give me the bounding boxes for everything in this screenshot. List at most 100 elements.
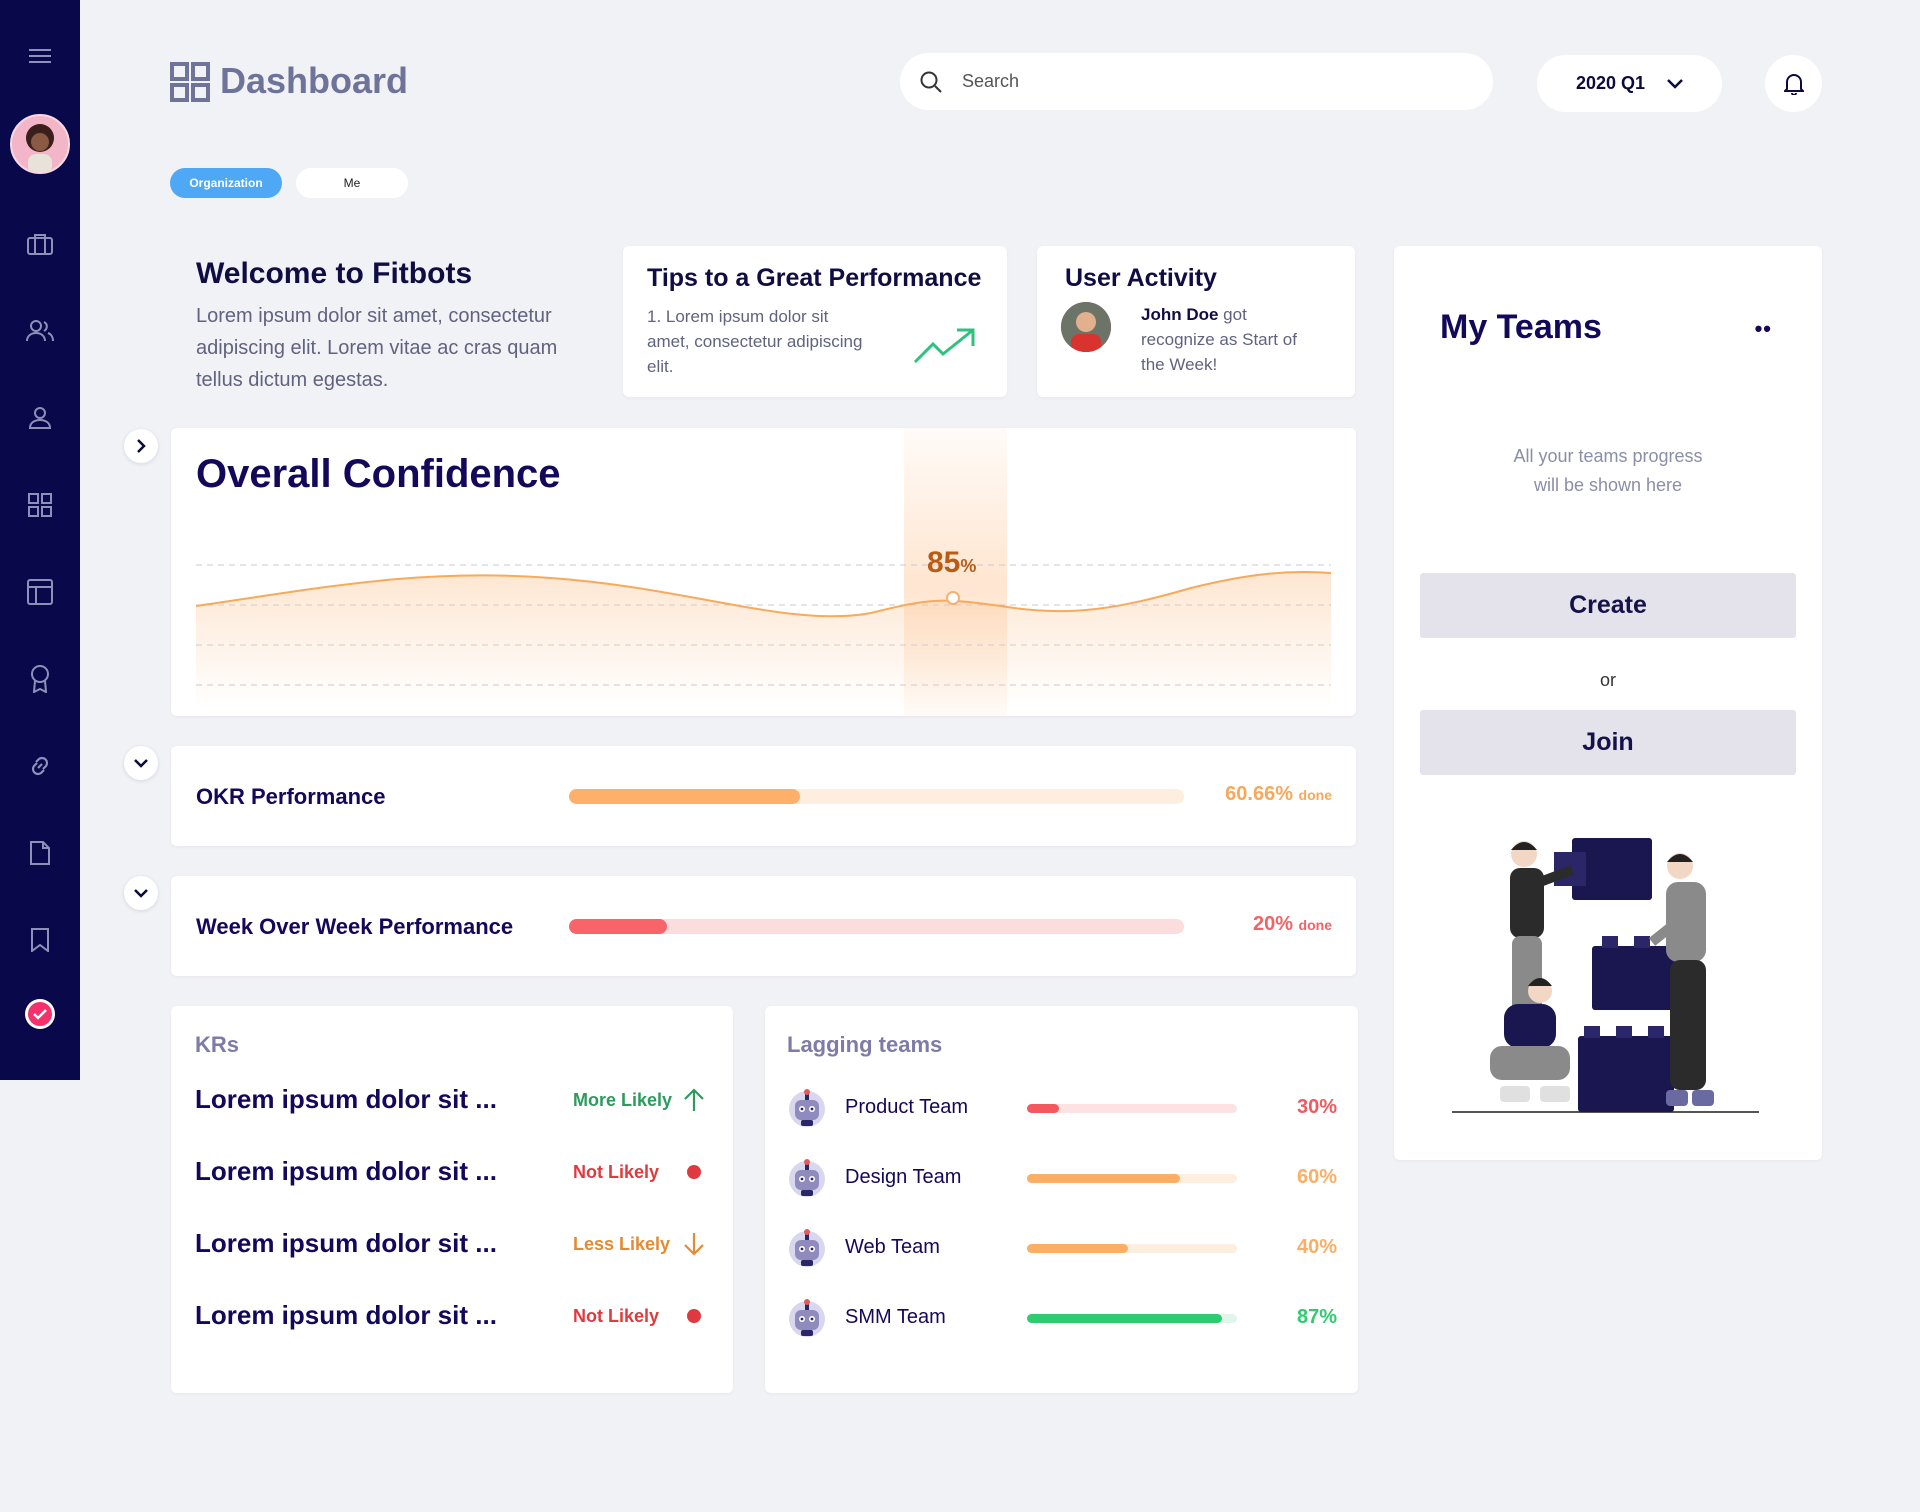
period-value: 2020 Q1 xyxy=(1575,73,1646,93)
welcome-title: Welcome to Fitbots xyxy=(196,257,473,290)
layout-icon[interactable] xyxy=(24,576,56,608)
dot-icon xyxy=(683,1160,705,1189)
okr-expander[interactable] xyxy=(124,746,158,780)
kr-status: More Likely xyxy=(573,1090,673,1110)
avatar[interactable] xyxy=(10,114,70,174)
okr-suffix: done xyxy=(1298,787,1332,803)
dashboard-logo-icon xyxy=(170,62,210,102)
okr-label: OKR Performance xyxy=(196,784,386,809)
wow-expander[interactable] xyxy=(124,876,158,910)
team-percent: 40% xyxy=(1296,1236,1337,1258)
create-team-button[interactable]: Create xyxy=(1420,573,1796,638)
okr-percent: 60.66% xyxy=(1225,783,1293,805)
award-icon[interactable] xyxy=(24,663,56,695)
wow-percent: 20% xyxy=(1252,913,1293,935)
grid-icon[interactable] xyxy=(24,489,56,521)
welcome-text: Lorem ipsum dolor sit amet, consectetur … xyxy=(196,305,558,391)
user-activity-name: John Doe xyxy=(1141,305,1219,324)
user-activity-message: got recognize as Start of the Week! xyxy=(1141,305,1297,374)
period-select[interactable]: 2020 Q1 xyxy=(1537,55,1722,112)
teams-empty-text: All your teams progress will be shown he… xyxy=(1513,446,1703,495)
tips-title: Tips to a Great Performance xyxy=(647,264,982,292)
team-row[interactable]: SMM Team 87% xyxy=(787,1296,1337,1340)
more-options-button[interactable]: •• xyxy=(1754,316,1772,341)
kr-row[interactable]: Lorem ipsum dolor sit ... Not Likely xyxy=(195,1296,715,1336)
robot-avatar-icon xyxy=(789,1159,825,1197)
confidence-unit: % xyxy=(960,556,977,576)
chevron-down-icon xyxy=(134,889,148,898)
kr-row[interactable]: Lorem ipsum dolor sit ... Not Likely xyxy=(195,1152,715,1192)
wow-value: 20% done xyxy=(1253,913,1332,936)
team-building-illustration xyxy=(1452,838,1759,1113)
sidebar xyxy=(0,0,80,1080)
lagging-teams-card: Lagging teams Product Team 30% Design Te… xyxy=(765,1006,1358,1393)
bookmark-icon[interactable] xyxy=(24,924,56,956)
kr-title: Lorem ipsum dolor sit ... xyxy=(195,1084,497,1114)
confidence-expander[interactable] xyxy=(124,429,158,463)
file-icon[interactable] xyxy=(24,837,56,869)
search-bar[interactable] xyxy=(900,53,1493,110)
kr-title: Lorem ipsum dolor sit ... xyxy=(195,1300,497,1330)
organization-toggle[interactable]: Organization xyxy=(170,168,282,198)
robot-avatar-icon xyxy=(789,1229,825,1267)
my-teams-title: My Teams xyxy=(1440,308,1602,346)
dot-icon xyxy=(683,1304,705,1333)
okr-progress-fill xyxy=(569,789,800,804)
kr-row[interactable]: Lorem ipsum dolor sit ... Less Likely xyxy=(195,1224,715,1264)
my-teams-card: My Teams •• All your teams progress will… xyxy=(1394,246,1822,1160)
kr-title: Lorem ipsum dolor sit ... xyxy=(195,1228,497,1258)
team-progress-fill xyxy=(1027,1104,1059,1113)
team-name: Design Team xyxy=(845,1166,962,1188)
team-progress-track xyxy=(1027,1174,1237,1183)
trending-up-icon xyxy=(913,328,975,364)
krs-card: KRs Lorem ipsum dolor sit ... More Likel… xyxy=(171,1006,733,1393)
or-label: or xyxy=(1599,670,1616,690)
wow-performance-card: Week Over Week Performance 20% done xyxy=(171,876,1356,976)
page-title: Dashboard xyxy=(220,60,409,101)
krs-title: KRs xyxy=(195,1032,240,1057)
wow-label: Week Over Week Performance xyxy=(196,914,514,939)
team-row[interactable]: Design Team 60% xyxy=(787,1156,1337,1200)
user-icon[interactable] xyxy=(24,402,56,434)
team-row[interactable]: Product Team 30% xyxy=(787,1086,1337,1130)
chevron-right-icon xyxy=(137,439,146,453)
team-name: SMM Team xyxy=(845,1306,946,1328)
okr-performance-card: OKR Performance 60.66% done xyxy=(171,746,1356,846)
notifications-button[interactable] xyxy=(1765,55,1822,112)
link-icon[interactable] xyxy=(24,750,56,782)
team-progress-fill xyxy=(1027,1174,1181,1183)
bell-icon xyxy=(1783,73,1804,95)
kr-row[interactable]: Lorem ipsum dolor sit ... More Likely xyxy=(195,1080,715,1120)
kr-status: Not Likely xyxy=(573,1162,660,1182)
tips-text: 1. Lorem ipsum dolor sit amet, consectet… xyxy=(647,307,863,376)
check-circle-icon[interactable] xyxy=(24,998,56,1030)
team-percent: 87% xyxy=(1296,1306,1337,1328)
kr-title: Lorem ipsum dolor sit ... xyxy=(195,1156,497,1186)
user-activity-title: User Activity xyxy=(1065,264,1217,292)
team-progress-track xyxy=(1027,1314,1237,1323)
menu-icon[interactable] xyxy=(24,40,56,72)
team-progress-fill xyxy=(1027,1314,1223,1323)
arrow-down-icon xyxy=(683,1232,705,1261)
user-activity-card: User Activity John Doe got recognize as … xyxy=(1037,246,1355,397)
user-avatar xyxy=(1061,302,1111,352)
team-row[interactable]: Web Team 40% xyxy=(787,1226,1337,1270)
wow-progress-track xyxy=(569,919,1184,934)
search-input[interactable] xyxy=(962,71,1442,92)
users-icon[interactable] xyxy=(24,315,56,347)
robot-avatar-icon xyxy=(789,1299,825,1337)
join-team-button[interactable]: Join xyxy=(1420,710,1796,775)
team-name: Web Team xyxy=(845,1236,940,1258)
tips-card: Tips to a Great Performance 1. Lorem ips… xyxy=(623,246,1007,397)
me-toggle[interactable]: Me xyxy=(296,168,408,198)
confidence-title: Overall Confidence xyxy=(196,452,561,496)
team-progress-track xyxy=(1027,1104,1237,1113)
wow-progress-fill xyxy=(569,919,668,934)
team-percent: 60% xyxy=(1296,1166,1337,1188)
briefcase-icon[interactable] xyxy=(24,228,56,260)
team-progress-fill xyxy=(1027,1244,1128,1253)
robot-avatar-icon xyxy=(789,1089,825,1127)
okr-value: 60.66% done xyxy=(1225,783,1332,806)
chevron-down-icon xyxy=(134,759,148,768)
lagging-title: Lagging teams xyxy=(787,1032,943,1057)
